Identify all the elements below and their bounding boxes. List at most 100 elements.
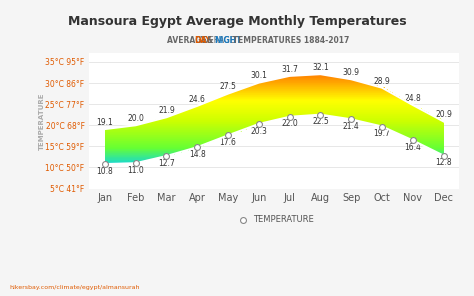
Polygon shape [314, 77, 316, 78]
Polygon shape [219, 137, 220, 138]
Polygon shape [328, 99, 329, 100]
Polygon shape [311, 91, 312, 92]
Polygon shape [115, 137, 117, 138]
Polygon shape [306, 77, 308, 78]
Polygon shape [411, 126, 413, 127]
Polygon shape [193, 138, 195, 139]
Polygon shape [217, 123, 219, 124]
Polygon shape [236, 98, 237, 99]
Polygon shape [328, 100, 329, 101]
Polygon shape [210, 101, 212, 102]
Polygon shape [124, 159, 125, 160]
Polygon shape [299, 83, 301, 84]
Polygon shape [365, 95, 367, 96]
Polygon shape [372, 97, 374, 98]
Polygon shape [154, 133, 156, 134]
Polygon shape [108, 141, 110, 142]
Polygon shape [163, 124, 164, 125]
Polygon shape [364, 83, 365, 84]
Polygon shape [216, 116, 217, 117]
Polygon shape [401, 101, 403, 102]
Polygon shape [437, 143, 438, 144]
Polygon shape [115, 160, 117, 161]
Polygon shape [200, 107, 202, 108]
Polygon shape [369, 85, 370, 86]
Polygon shape [219, 132, 220, 133]
Polygon shape [113, 132, 115, 133]
Polygon shape [159, 142, 161, 143]
Polygon shape [204, 143, 205, 144]
Polygon shape [113, 161, 115, 162]
Polygon shape [268, 111, 270, 112]
Polygon shape [401, 111, 403, 112]
Polygon shape [266, 97, 268, 98]
Polygon shape [166, 137, 168, 138]
Polygon shape [355, 111, 357, 112]
Polygon shape [134, 144, 136, 145]
Polygon shape [124, 154, 125, 155]
Polygon shape [262, 110, 263, 111]
Polygon shape [233, 104, 234, 105]
Polygon shape [413, 105, 415, 106]
Polygon shape [180, 123, 182, 124]
Polygon shape [323, 107, 324, 108]
Polygon shape [345, 87, 346, 88]
Polygon shape [324, 78, 326, 79]
Polygon shape [289, 90, 291, 91]
Polygon shape [328, 85, 329, 86]
Polygon shape [360, 97, 362, 98]
Polygon shape [156, 121, 158, 122]
Polygon shape [331, 114, 333, 115]
Polygon shape [420, 139, 421, 140]
Polygon shape [212, 104, 214, 105]
Polygon shape [127, 136, 128, 137]
Polygon shape [209, 118, 210, 119]
Polygon shape [304, 114, 306, 115]
Polygon shape [289, 100, 291, 101]
Polygon shape [185, 132, 187, 133]
Polygon shape [132, 156, 134, 157]
Polygon shape [256, 112, 258, 113]
Polygon shape [432, 119, 433, 120]
Polygon shape [132, 158, 134, 159]
Polygon shape [207, 127, 209, 128]
Polygon shape [323, 75, 324, 76]
Polygon shape [295, 91, 297, 92]
Polygon shape [224, 100, 226, 101]
Polygon shape [277, 79, 279, 80]
Polygon shape [386, 103, 387, 104]
Polygon shape [389, 92, 391, 93]
Polygon shape [234, 114, 236, 115]
Polygon shape [362, 119, 364, 120]
Polygon shape [277, 87, 279, 88]
Polygon shape [377, 101, 379, 102]
Polygon shape [415, 107, 416, 108]
Polygon shape [226, 122, 228, 123]
Polygon shape [214, 124, 216, 125]
Polygon shape [314, 85, 316, 86]
Polygon shape [224, 98, 226, 99]
Polygon shape [268, 112, 270, 113]
Polygon shape [262, 111, 263, 112]
Polygon shape [110, 161, 112, 162]
Polygon shape [141, 124, 142, 125]
Polygon shape [112, 128, 113, 129]
Polygon shape [166, 132, 168, 133]
Polygon shape [270, 85, 272, 86]
Polygon shape [147, 125, 149, 126]
Polygon shape [220, 135, 222, 136]
Point [163, 154, 170, 158]
Polygon shape [249, 91, 251, 92]
Polygon shape [255, 85, 256, 86]
Polygon shape [212, 101, 214, 102]
Polygon shape [216, 103, 217, 104]
Polygon shape [153, 157, 154, 158]
Polygon shape [394, 110, 396, 111]
Polygon shape [396, 119, 398, 120]
Polygon shape [391, 99, 392, 100]
Polygon shape [205, 104, 207, 105]
Polygon shape [187, 114, 188, 115]
Polygon shape [248, 96, 249, 97]
Polygon shape [421, 139, 423, 140]
Polygon shape [262, 107, 263, 108]
